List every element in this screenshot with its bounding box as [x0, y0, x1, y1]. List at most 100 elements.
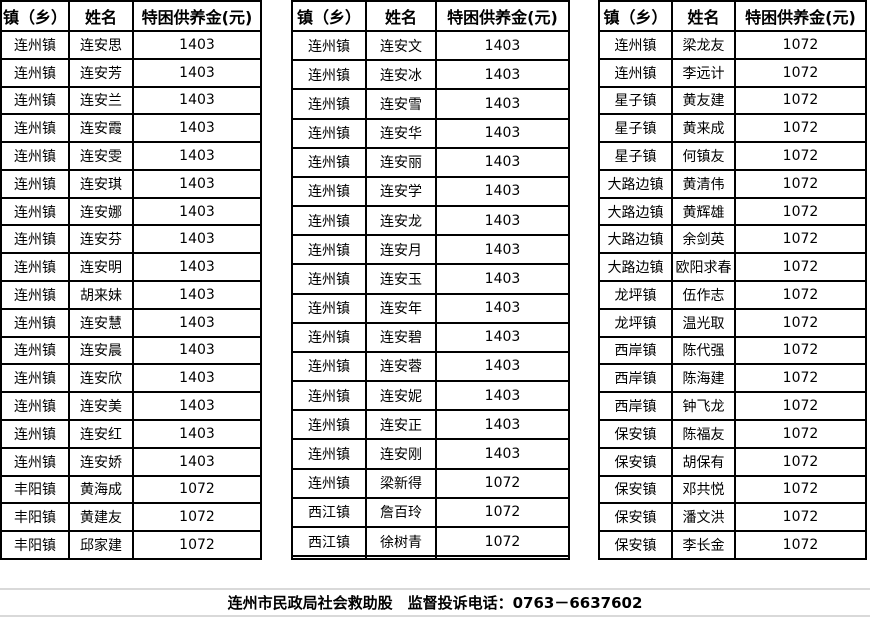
cell-town: 连州镇	[291, 380, 367, 412]
cell-amount: 1403	[132, 391, 262, 421]
cell-name: 陈代强	[671, 335, 736, 366]
cell-amount: 1403	[435, 380, 570, 412]
cell-amount: 1403	[435, 438, 570, 470]
table-row: 连州镇 连安娜 1403	[0, 196, 262, 227]
table-body: 连州镇 连安文 1403 连州镇 连安冰 1403 连州镇 连安雪 1403 连州镇 连安华 1403…	[291, 29, 570, 560]
column-header-town: 镇（乡）	[0, 0, 70, 32]
cell-amount: 1403	[132, 30, 262, 60]
cell-amount: 1403	[435, 409, 570, 441]
table-row: 连州镇 连安欣 1403	[0, 363, 262, 394]
cell-town: 连州镇	[291, 205, 367, 237]
table-row: 连州镇 胡来妹 1403	[0, 280, 262, 310]
table-row: 西岸镇 陈海建 1072	[598, 363, 867, 394]
cell-amount: 1403	[435, 88, 570, 120]
cell-amount: 1072	[435, 496, 570, 528]
cell-name: 黄海成	[68, 474, 134, 505]
cell-amount: 1072	[734, 335, 867, 366]
cell-name: 连安刚	[365, 438, 437, 470]
table-row: 西江镇 詹百玲 1072	[291, 496, 570, 528]
cell-town: 西江镇	[291, 496, 367, 528]
cell-name: 连安红	[68, 418, 134, 449]
table-row: 丰阳镇 黄海成 1072	[0, 474, 262, 505]
table-row: 保安镇 潘文洪 1072	[598, 502, 867, 533]
table-row: 连州镇 连安芳 1403	[0, 57, 262, 88]
column-header-name: 姓名	[68, 0, 134, 32]
cell-town: 连州镇	[0, 196, 70, 227]
table-row: 连州镇 连安年 1403	[291, 292, 570, 324]
cell-amount: 1403	[132, 57, 262, 88]
table-body: 连州镇 梁龙友 1072 连州镇 李远计 1072 星子镇 黄友建 1072 星子镇 黄来成 1072…	[598, 30, 867, 560]
cell-name: 连安年	[365, 292, 437, 324]
cell-amount: 1403	[132, 280, 262, 310]
cell-amount: 1072	[132, 474, 262, 505]
column-header-name: 姓名	[365, 0, 437, 32]
cell-amount: 1403	[132, 141, 262, 171]
cell-amount: 1072	[734, 141, 867, 171]
cell-town: 连州镇	[291, 438, 367, 470]
cell-name: 陈海建	[671, 363, 736, 394]
table-row: 连州镇 连安慧 1403	[0, 307, 262, 338]
table-row: 丰阳镇 邱家建 1072	[0, 530, 262, 560]
cell-amount: 1403	[132, 196, 262, 227]
cell-town: 连州镇	[291, 117, 367, 149]
benefit-table-3: 镇（乡） 姓名 特困供养金(元) 连州镇 梁龙友 1072 连州镇 李远计 1072 星子镇…	[598, 0, 867, 560]
cell-name: 连安霞	[68, 113, 134, 144]
cell-town: 星子镇	[598, 141, 673, 171]
cell-town: 连州镇	[0, 113, 70, 144]
table-row: 龙坪镇 伍作志 1072	[598, 280, 867, 310]
cell-town: 保安镇	[598, 418, 673, 449]
cell-amount: 1403	[132, 113, 262, 144]
cell-name: 胡来妹	[68, 280, 134, 310]
table-row: 连州镇 连安雯 1403	[0, 141, 262, 171]
table-row: 西岸镇 钟飞龙 1072	[598, 391, 867, 421]
cell-amount: 1403	[435, 117, 570, 149]
cell-town: 连州镇	[291, 59, 367, 91]
table-row: 连州镇 连安明 1403	[0, 252, 262, 283]
cell-town: 星子镇	[598, 113, 673, 144]
cell-name: 连安芳	[68, 57, 134, 88]
cell-amount: 1072	[435, 525, 570, 558]
table-row: 连州镇 连安文 1403	[291, 29, 570, 62]
cell-town: 连州镇	[291, 234, 367, 266]
cell-name: 连安冰	[365, 59, 437, 91]
cell-town: 大路边镇	[598, 196, 673, 227]
cell-amount: 1403	[435, 234, 570, 266]
cell-amount: 1072	[734, 252, 867, 283]
cell-name: 连安雪	[365, 88, 437, 120]
cell-name: 连安晨	[68, 335, 134, 366]
cell-name: 伍作志	[671, 280, 736, 310]
cell-amount: 1403	[435, 350, 570, 383]
cell-amount: 1403	[132, 335, 262, 366]
table-row: 连州镇 连安雪 1403	[291, 88, 570, 120]
cell-town: 连州镇	[291, 29, 367, 62]
table-row: 连州镇 连安琪 1403	[0, 168, 262, 199]
cell-town: 连州镇	[598, 57, 673, 88]
cell-name: 何镇友	[671, 141, 736, 171]
cell-town: 连州镇	[291, 321, 367, 353]
cell-amount: 1072	[734, 446, 867, 477]
cell-town: 连州镇	[0, 280, 70, 310]
table-row: 连州镇 连安思 1403	[0, 30, 262, 60]
table-row: 大路边镇 余剑英 1072	[598, 224, 867, 255]
cell-name: 温光取	[671, 307, 736, 338]
cell-amount: 1403	[435, 205, 570, 237]
cell-amount: 1403	[435, 59, 570, 91]
cell-name: 连安丽	[365, 146, 437, 178]
cell-amount: 1072	[734, 530, 867, 560]
table-row: 连州镇 连安晨 1403	[0, 335, 262, 366]
cell-town: 连州镇	[0, 224, 70, 255]
cell-town: 保安镇	[598, 446, 673, 477]
cell-town: 保安镇	[598, 502, 673, 533]
table-row: 保安镇 李长金 1072	[598, 530, 867, 560]
cell-name: 欧阳求春	[671, 252, 736, 283]
table-row: 星子镇 黄来成 1072	[598, 113, 867, 144]
cell-name: 连安正	[365, 409, 437, 441]
cell-town: 连州镇	[0, 307, 70, 338]
cell-name: 黄清伟	[671, 168, 736, 199]
cell-name: 梁新得	[365, 467, 437, 499]
table-row: 连州镇 连安学 1403	[291, 175, 570, 208]
cell-amount: 1072	[734, 168, 867, 199]
table-body: 连州镇 连安思 1403 连州镇 连安芳 1403 连州镇 连安兰 1403 连州镇 连安霞 1403…	[0, 30, 262, 560]
cell-amount: 1072	[734, 196, 867, 227]
cell-amount: 1072	[734, 502, 867, 533]
